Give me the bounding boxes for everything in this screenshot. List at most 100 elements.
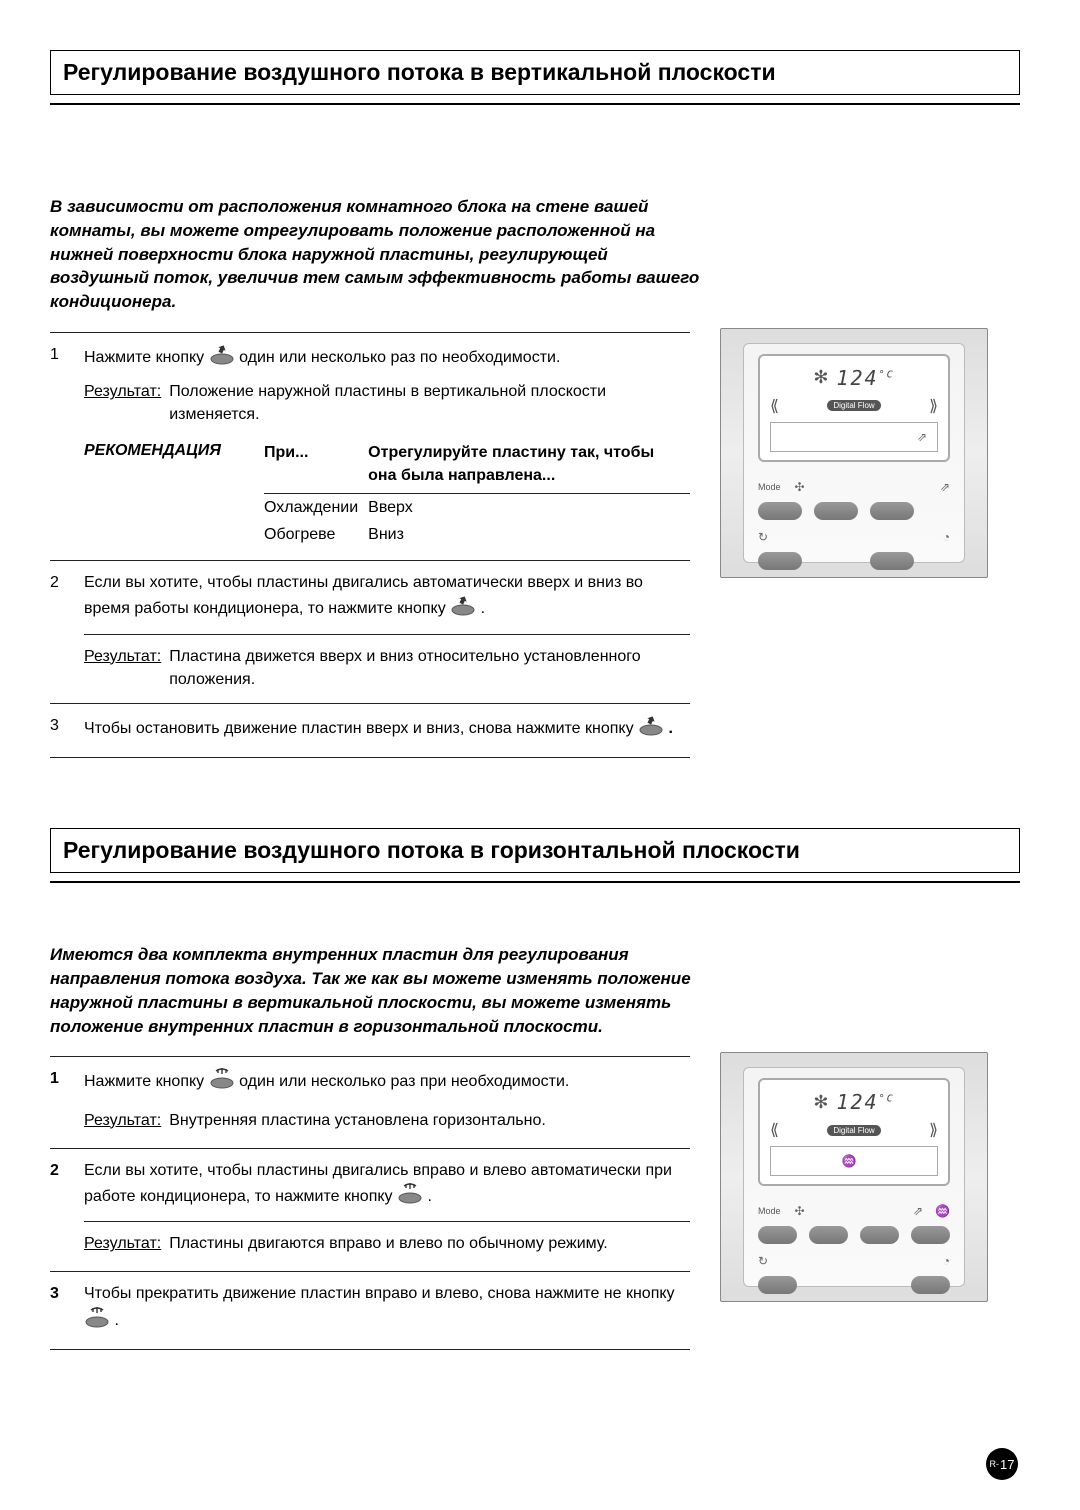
step-number: 1 [50, 343, 66, 548]
step-text: Нажмите кнопку [84, 349, 209, 366]
step-text-after: один или несколько раз при необходимости… [239, 1073, 569, 1090]
table-row: Обогреве Вниз [264, 521, 690, 548]
hswing-indicator-icon: ♒ [842, 1154, 857, 1168]
page-number-badge: R-17 [986, 1448, 1018, 1480]
step1-result: Результат: Положение наружной пластины в… [84, 380, 690, 426]
recommendation-row: РЕКОМЕНДАЦИЯ При... Отрегулируйте пласти… [84, 439, 690, 549]
table-cell: Обогреве [264, 521, 368, 548]
digital-flow-badge: Digital Flow [827, 1125, 880, 1136]
vswing-indicator-icon: ⇗ [917, 430, 927, 444]
remote-button [860, 1226, 899, 1244]
step-number: 1 [50, 1067, 66, 1131]
step-3: 3 Чтобы прекратить движение пластин впра… [50, 1282, 690, 1334]
clock-icon: ◔ [943, 530, 950, 544]
step-text-after: . [427, 1188, 431, 1205]
section-vertical: Регулирование воздушного потока в вертик… [50, 50, 1020, 758]
section2-intro: Имеются два комплекта внутренних пластин… [50, 943, 700, 1038]
remote-screen: ✻ 124°C ⟪ Digital Flow ⟫ ⇗ [758, 354, 950, 462]
recommendation-label: РЕКОМЕНДАЦИЯ [84, 439, 244, 549]
remote-buttons: Mode ✣ ⇗ ↻ [758, 472, 950, 552]
remote-illustration-1: ✻ 124°C ⟪ Digital Flow ⟫ ⇗ [720, 328, 1000, 578]
result-text: Положение наружной пластины в вертикальн… [169, 380, 690, 426]
hswing-icon: ♒ [935, 1204, 950, 1218]
page-number: 17 [1000, 1457, 1014, 1472]
remote-button [911, 1276, 950, 1294]
step-text: Чтобы остановить движение пластин вверх … [84, 720, 638, 737]
snowflake-icon: ✻ [813, 367, 828, 388]
section2-steps: 1 Нажмите кнопку один или несколько раз … [50, 1056, 690, 1349]
step-text-after: один или несколько раз по необходимости. [239, 349, 560, 366]
result-label: Результат: [84, 645, 161, 691]
section1-content: 1 Нажмите кнопку один или несколько раз … [50, 332, 1020, 758]
step-1: 1 Нажмите кнопку один или несколько раз … [50, 1067, 690, 1131]
horizontal-swing-icon [84, 1306, 110, 1335]
step-number: 3 [50, 714, 66, 743]
step-text: Чтобы прекратить движение пластин вправо… [84, 1285, 675, 1302]
recommendation-table: При... Отрегулируйте пластину так, чтобы… [264, 439, 690, 549]
step-text: Если вы хотите, чтобы пластины двигались… [84, 1162, 672, 1205]
vswing-icon: ⇗ [913, 1204, 923, 1218]
rule [50, 1349, 690, 1350]
remote-control: ✻ 124°C ⟪ Digital Flow ⟫ ♒ [720, 1052, 988, 1302]
result-label: Результат: [84, 1232, 161, 1255]
page-prefix: R- [990, 1459, 1000, 1469]
title-rule [50, 103, 1020, 105]
step-number: 2 [50, 571, 66, 691]
remote-control: ✻ 124°C ⟪ Digital Flow ⟫ ⇗ [720, 328, 988, 578]
result-text: Пластина движется вверх и вниз относител… [169, 645, 690, 691]
recirculate-icon: ↻ [758, 530, 768, 544]
remote-temp: 124°C [836, 1090, 894, 1114]
remote-button [814, 502, 858, 520]
arrow-right-icon: ⟫ [929, 396, 938, 416]
rule [84, 1221, 690, 1222]
table-cell: Охлаждении [264, 493, 368, 521]
remote-button [758, 552, 802, 570]
step-text-after: . [669, 720, 673, 737]
mode-label: Mode [758, 482, 781, 492]
step-2: 2 Если вы хотите, чтобы пластины двигали… [50, 1159, 690, 1256]
remote-button [911, 1226, 950, 1244]
fan-icon: ✣ [795, 1204, 805, 1218]
remote-illustration-2: ✻ 124°C ⟪ Digital Flow ⟫ ♒ [720, 1052, 1000, 1302]
arrow-left-icon: ⟪ [770, 396, 779, 416]
section1-intro: В зависимости от расположения комнатного… [50, 195, 700, 314]
rule [50, 1271, 690, 1272]
rule [50, 1148, 690, 1149]
step2-result: Результат: Пластина движется вверх и вни… [84, 645, 690, 691]
rule [50, 757, 690, 758]
table-cell: Вниз [368, 521, 690, 548]
manual-page: Регулирование воздушного потока в вертик… [0, 0, 1080, 1390]
section2-title-bar: Регулирование воздушного потока в горизо… [50, 828, 1020, 873]
section2-title: Регулирование воздушного потока в горизо… [63, 837, 1007, 864]
rule [50, 703, 690, 704]
remote-screen: ✻ 124°C ⟪ Digital Flow ⟫ ♒ [758, 1078, 950, 1186]
vertical-swing-icon [638, 714, 664, 743]
remote-button [758, 502, 802, 520]
result-label: Результат: [84, 380, 161, 426]
step2-result: Результат: Пластины двигаются вправо и в… [84, 1232, 690, 1255]
step1-result: Результат: Внутренняя пластина установле… [84, 1109, 690, 1132]
section1-title-bar: Регулирование воздушного потока в вертик… [50, 50, 1020, 95]
step-text-after: . [481, 600, 485, 617]
table-row: Охлаждении Вверх [264, 493, 690, 521]
vertical-swing-icon [209, 343, 235, 372]
arrow-right-icon: ⟫ [929, 1120, 938, 1140]
mode-label: Mode [758, 1206, 781, 1216]
section1-steps: 1 Нажмите кнопку один или несколько раз … [50, 332, 690, 758]
result-label: Результат: [84, 1109, 161, 1132]
fan-icon: ✣ [795, 480, 805, 494]
remote-temp: 124°C [836, 366, 894, 390]
step-number: 3 [50, 1282, 66, 1334]
table-cell: Вверх [368, 493, 690, 521]
result-text: Внутренняя пластина установлена горизонт… [169, 1109, 690, 1132]
rule [50, 1056, 690, 1057]
title-rule [50, 881, 1020, 883]
remote-button [809, 1226, 848, 1244]
horizontal-swing-icon [397, 1182, 423, 1211]
clock-icon: ◔ [943, 1254, 950, 1268]
rule [84, 634, 690, 635]
remote-button [870, 502, 914, 520]
step-text-after: . [114, 1311, 118, 1328]
step-text: Если вы хотите, чтобы пластины двигались… [84, 574, 643, 617]
section-horizontal: Регулирование воздушного потока в горизо… [50, 828, 1020, 1350]
